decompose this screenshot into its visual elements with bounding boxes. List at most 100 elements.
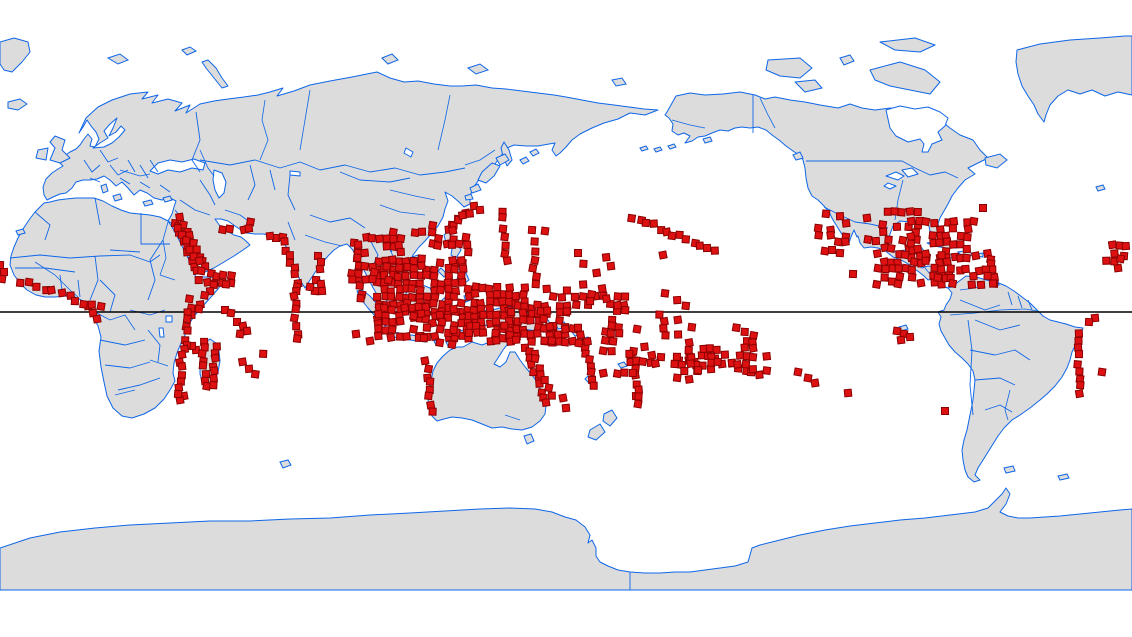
distribution-marker [226,270,237,281]
distribution-marker [881,264,890,274]
distribution-marker [843,388,853,398]
distribution-marker [448,255,458,265]
distribution-marker [0,274,7,284]
distribution-marker [444,284,453,294]
island-canary [15,228,26,236]
distribution-marker [634,392,643,401]
distribution-marker [606,261,616,271]
distribution-marker [740,327,749,337]
distribution-markers [0,201,1131,416]
distribution-marker [527,225,537,235]
distribution-marker [225,224,235,234]
distribution-marker [705,344,715,353]
distribution-marker [983,271,992,281]
island-baffin [869,61,941,95]
distribution-marker [748,343,758,353]
distribution-marker [754,370,764,380]
distribution-marker [575,330,586,340]
distribution-marker [659,323,668,333]
island-sicily [112,193,123,202]
distribution-marker [544,383,554,393]
distribution-marker [628,368,637,378]
distribution-marker [526,316,535,325]
distribution-marker [292,334,302,344]
distribution-marker [713,357,722,367]
island-novaya-zemlya [201,59,229,89]
distribution-marker [1075,380,1085,390]
distribution-marker [598,346,608,356]
distribution-marker [978,203,988,213]
lake-great-lakes-2 [901,167,919,178]
distribution-marker [895,271,905,282]
distribution-marker [407,284,416,293]
distribution-marker [969,271,978,281]
distribution-marker [560,324,570,334]
distribution-marker [457,271,466,280]
island-arctic-1 [839,54,855,66]
distribution-marker [70,296,80,306]
distribution-marker [547,336,557,346]
distribution-marker [244,364,254,374]
distribution-marker [582,336,592,347]
island-falklands [1003,465,1016,474]
island-new-siberian [466,63,490,75]
distribution-marker [1107,240,1117,250]
distribution-marker [601,252,611,262]
distribution-marker [871,236,881,246]
distribution-marker [720,350,730,359]
distribution-marker [540,226,550,236]
distribution-marker [848,269,858,279]
distribution-marker [548,291,558,302]
distribution-marker [562,306,572,317]
distribution-marker [500,232,510,242]
distribution-marker [962,253,971,263]
distribution-marker [821,209,831,219]
distribution-marker [621,292,630,301]
lake-hudson-bay [885,105,949,153]
distribution-marker [841,218,851,228]
distribution-marker [913,207,922,217]
distribution-marker [0,267,9,277]
distribution-marker [731,323,741,333]
island-crete [142,199,154,207]
distribution-marker [872,279,882,290]
distribution-marker [374,324,383,333]
island-great-britain [49,135,71,164]
distribution-marker [447,240,456,249]
landmass-greenland-east [0,37,31,73]
distribution-marker [212,342,221,351]
island-ellesmere [879,37,936,53]
distribution-marker [620,368,629,377]
lake-baltic [92,117,126,149]
distribution-marker [96,301,106,312]
distribution-marker [400,303,410,313]
distribution-marker [192,245,201,254]
distribution-marker [464,247,473,257]
distribution-marker [200,290,210,300]
island-shikoku [464,193,474,201]
distribution-marker [221,280,231,289]
distribution-marker [457,278,467,287]
distribution-marker [735,351,745,360]
distribution-marker [530,353,540,364]
distribution-marker [540,336,549,345]
distribution-marker [650,358,661,369]
distribution-marker [491,336,501,345]
distribution-marker [606,329,615,338]
distribution-marker [79,299,89,309]
distribution-marker [793,367,803,377]
distribution-marker [608,336,618,346]
distribution-marker [401,331,412,342]
distribution-marker [375,234,385,244]
distribution-marker [226,308,236,318]
distribution-marker [712,345,721,354]
distribution-marker [498,224,508,234]
distribution-marker [408,311,419,321]
distribution-marker [592,268,602,278]
distribution-marker [237,357,248,367]
distribution-marker [956,240,965,249]
distribution-marker [197,349,207,359]
distribution-marker [493,282,502,292]
distribution-marker [946,264,955,273]
distribution-marker [409,264,418,273]
